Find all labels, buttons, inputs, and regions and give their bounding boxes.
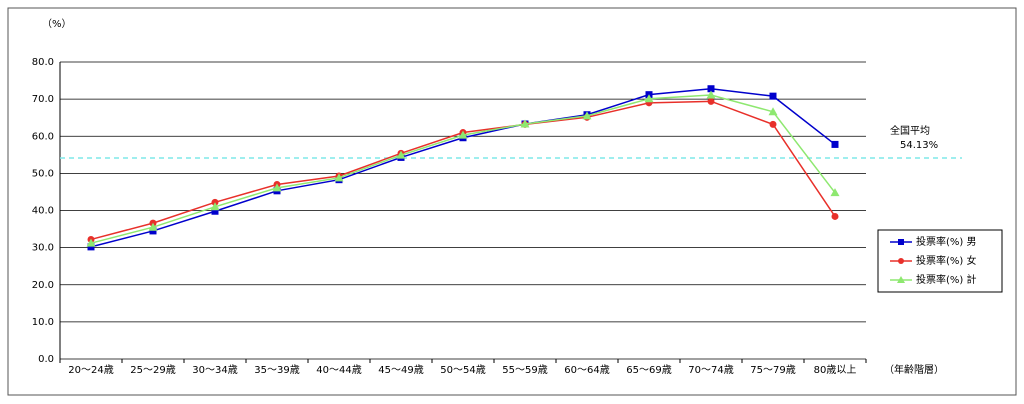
y-tick-label: 0.0 (38, 354, 54, 365)
marker (831, 212, 839, 220)
x-tick-label: 20～24歳 (68, 364, 113, 376)
marker (769, 120, 777, 128)
y-tick-label: 40.0 (32, 206, 54, 217)
average-label: 54.13% (900, 140, 938, 151)
x-tick-label: 50～54歳 (440, 364, 485, 376)
marker (272, 183, 282, 192)
marker (831, 140, 839, 148)
chart-frame (7, 7, 1017, 396)
marker (148, 222, 158, 231)
marker (582, 111, 592, 120)
x-tick-label: 40～44歳 (316, 364, 361, 376)
marker (768, 107, 778, 116)
marker (898, 239, 904, 245)
legend-label: 投票率(%) 女 (916, 254, 976, 267)
marker (86, 238, 96, 247)
marker (644, 94, 654, 103)
x-axis-label: （年齢階層） (884, 363, 944, 376)
marker (706, 90, 716, 99)
x-tick-label: 35～39歳 (254, 364, 299, 376)
marker (897, 276, 905, 283)
y-tick-label: 50.0 (32, 168, 54, 179)
marker (149, 227, 157, 235)
x-tick-label: 55～59歳 (502, 364, 547, 376)
marker (898, 258, 904, 264)
marker (830, 188, 840, 197)
marker (87, 243, 95, 251)
x-tick-label: 65～69歳 (626, 364, 671, 376)
marker (211, 207, 219, 215)
marker (210, 202, 220, 211)
y-axis-label: （%） (42, 18, 72, 30)
marker (707, 85, 715, 93)
x-tick-label: 30～34歳 (192, 364, 237, 376)
y-tick-label: 60.0 (32, 131, 54, 142)
x-tick-label: 45～49歳 (378, 364, 423, 376)
legend-label: 投票率(%) 計 (916, 273, 976, 286)
marker (707, 97, 715, 105)
y-tick-label: 70.0 (32, 94, 54, 105)
y-tick-label: 20.0 (32, 280, 54, 291)
x-tick-label: 25～29歳 (130, 364, 175, 376)
marker (520, 119, 530, 128)
marker (396, 150, 406, 159)
marker (458, 130, 468, 139)
marker (334, 173, 344, 182)
y-tick-label: 80.0 (32, 57, 54, 68)
x-tick-label: 60～64歳 (564, 364, 609, 376)
average-name: 全国平均 (890, 124, 930, 137)
x-tick-label: 70～74歳 (688, 364, 733, 376)
x-tick-label: 75～79歳 (750, 364, 795, 376)
y-tick-label: 30.0 (32, 243, 54, 254)
x-tick-label: 80歳以上 (814, 364, 857, 376)
y-tick-label: 10.0 (32, 317, 54, 328)
legend-label: 投票率(%) 男 (916, 235, 976, 248)
marker (769, 92, 777, 100)
